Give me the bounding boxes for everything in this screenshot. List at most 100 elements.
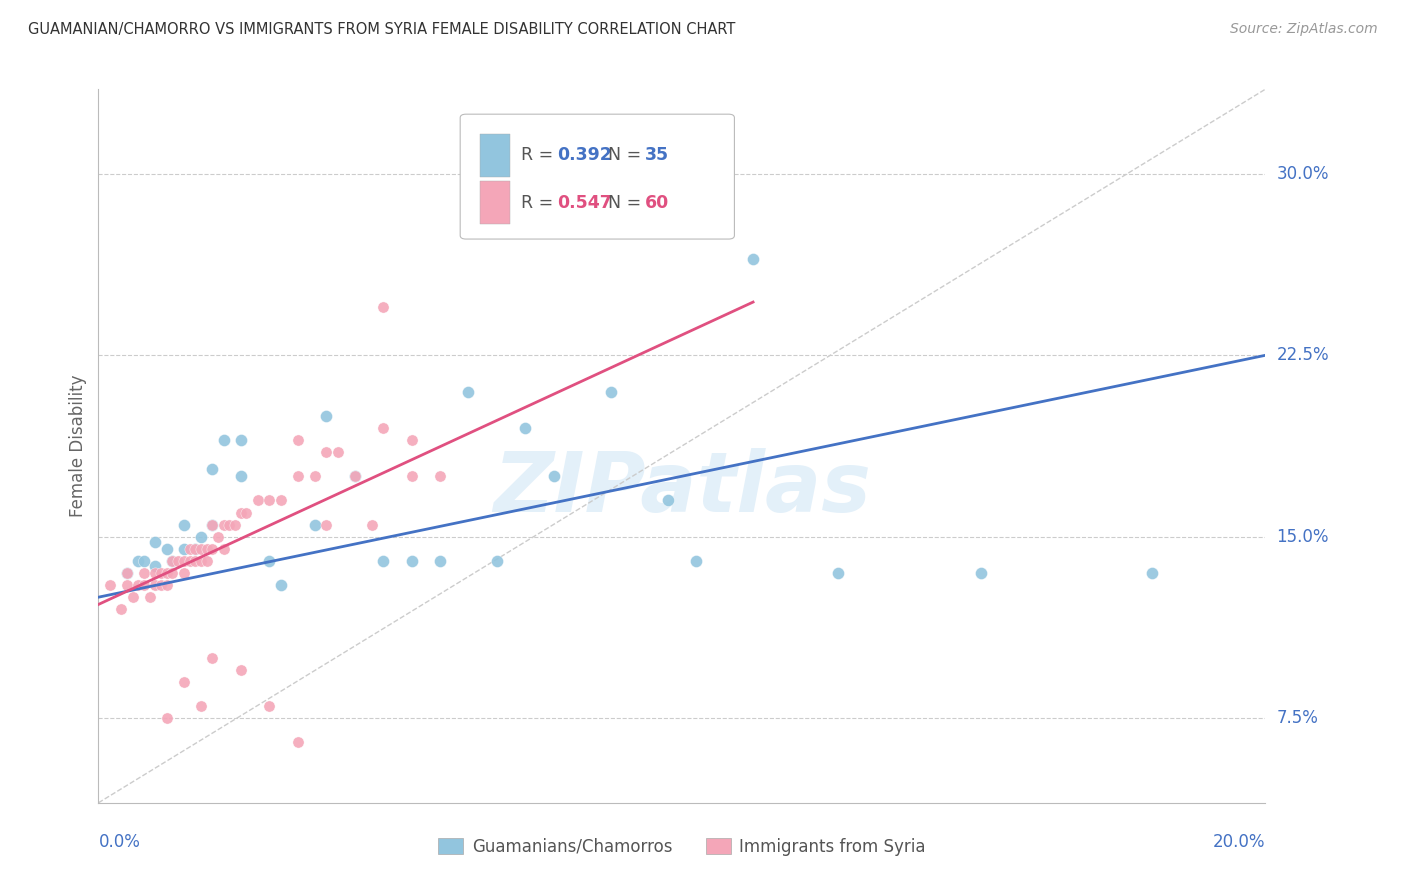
Point: [173, 541, 195, 556]
Point: [143, 578, 166, 592]
Text: N =: N =: [609, 146, 647, 164]
Point: [173, 674, 195, 689]
Point: [115, 566, 138, 580]
Point: [179, 554, 201, 568]
Point: [190, 530, 212, 544]
Text: 30.0%: 30.0%: [1277, 165, 1329, 183]
Point: [150, 578, 173, 592]
Point: [132, 566, 155, 580]
Point: [115, 566, 138, 580]
Point: [98, 578, 121, 592]
Point: [1140, 566, 1163, 580]
Text: 0.547: 0.547: [557, 194, 612, 211]
Point: [543, 469, 565, 483]
Point: [315, 517, 337, 532]
Point: [212, 433, 235, 447]
Text: ZIPatlas: ZIPatlas: [494, 449, 870, 529]
Point: [360, 517, 382, 532]
Point: [132, 578, 155, 592]
Point: [195, 554, 218, 568]
Point: [287, 735, 309, 749]
Text: 7.5%: 7.5%: [1277, 709, 1319, 727]
Point: [229, 433, 252, 447]
Point: [179, 541, 201, 556]
Point: [110, 602, 132, 616]
Point: [156, 566, 179, 580]
Point: [184, 541, 207, 556]
Point: [143, 534, 166, 549]
Point: [132, 554, 155, 568]
Text: Source: ZipAtlas.com: Source: ZipAtlas.com: [1230, 22, 1378, 37]
FancyBboxPatch shape: [460, 114, 734, 239]
Point: [315, 445, 337, 459]
Point: [515, 421, 537, 435]
Point: [127, 554, 149, 568]
Point: [287, 469, 309, 483]
Point: [970, 566, 993, 580]
Point: [195, 541, 218, 556]
Point: [401, 469, 423, 483]
Point: [218, 517, 240, 532]
Point: [343, 469, 366, 483]
Point: [371, 421, 394, 435]
Point: [201, 517, 224, 532]
Point: [173, 566, 195, 580]
Point: [201, 650, 224, 665]
Text: 0.392: 0.392: [557, 146, 612, 164]
Point: [326, 445, 349, 459]
Text: 0.0%: 0.0%: [98, 833, 141, 851]
Point: [212, 517, 235, 532]
Text: 60: 60: [644, 194, 669, 211]
Text: GUAMANIAN/CHAMORRO VS IMMIGRANTS FROM SYRIA FEMALE DISABILITY CORRELATION CHART: GUAMANIAN/CHAMORRO VS IMMIGRANTS FROM SY…: [28, 22, 735, 37]
Point: [201, 541, 224, 556]
Point: [257, 699, 280, 714]
Point: [742, 252, 765, 266]
Point: [173, 554, 195, 568]
Point: [156, 541, 179, 556]
Point: [401, 433, 423, 447]
Legend: Guamanians/Chamorros, Immigrants from Syria: Guamanians/Chamorros, Immigrants from Sy…: [432, 831, 932, 863]
Point: [190, 699, 212, 714]
FancyBboxPatch shape: [479, 134, 510, 177]
Point: [657, 493, 679, 508]
Point: [156, 711, 179, 725]
Point: [121, 590, 143, 604]
Point: [224, 517, 246, 532]
Point: [599, 384, 621, 399]
FancyBboxPatch shape: [479, 181, 510, 224]
Point: [257, 493, 280, 508]
Text: N =: N =: [609, 194, 647, 211]
Point: [190, 554, 212, 568]
Point: [207, 530, 229, 544]
Point: [229, 469, 252, 483]
Point: [827, 566, 849, 580]
Text: 20.0%: 20.0%: [1213, 833, 1265, 851]
Point: [270, 578, 292, 592]
Text: 35: 35: [644, 146, 669, 164]
Point: [115, 578, 138, 592]
Point: [315, 409, 337, 423]
Point: [173, 517, 195, 532]
Point: [270, 493, 292, 508]
Point: [229, 506, 252, 520]
Point: [150, 566, 173, 580]
Point: [257, 554, 280, 568]
Point: [167, 554, 190, 568]
Y-axis label: Female Disability: Female Disability: [69, 375, 87, 517]
Point: [287, 433, 309, 447]
Point: [429, 554, 451, 568]
Point: [127, 578, 149, 592]
Point: [143, 558, 166, 573]
Text: R =: R =: [520, 194, 558, 211]
Point: [371, 554, 394, 568]
Text: R =: R =: [520, 146, 558, 164]
Point: [343, 469, 366, 483]
Point: [162, 554, 184, 568]
Point: [201, 462, 224, 476]
Point: [212, 541, 235, 556]
Point: [156, 578, 179, 592]
Text: 22.5%: 22.5%: [1277, 346, 1329, 364]
Point: [246, 493, 269, 508]
Point: [201, 517, 224, 532]
Point: [190, 541, 212, 556]
